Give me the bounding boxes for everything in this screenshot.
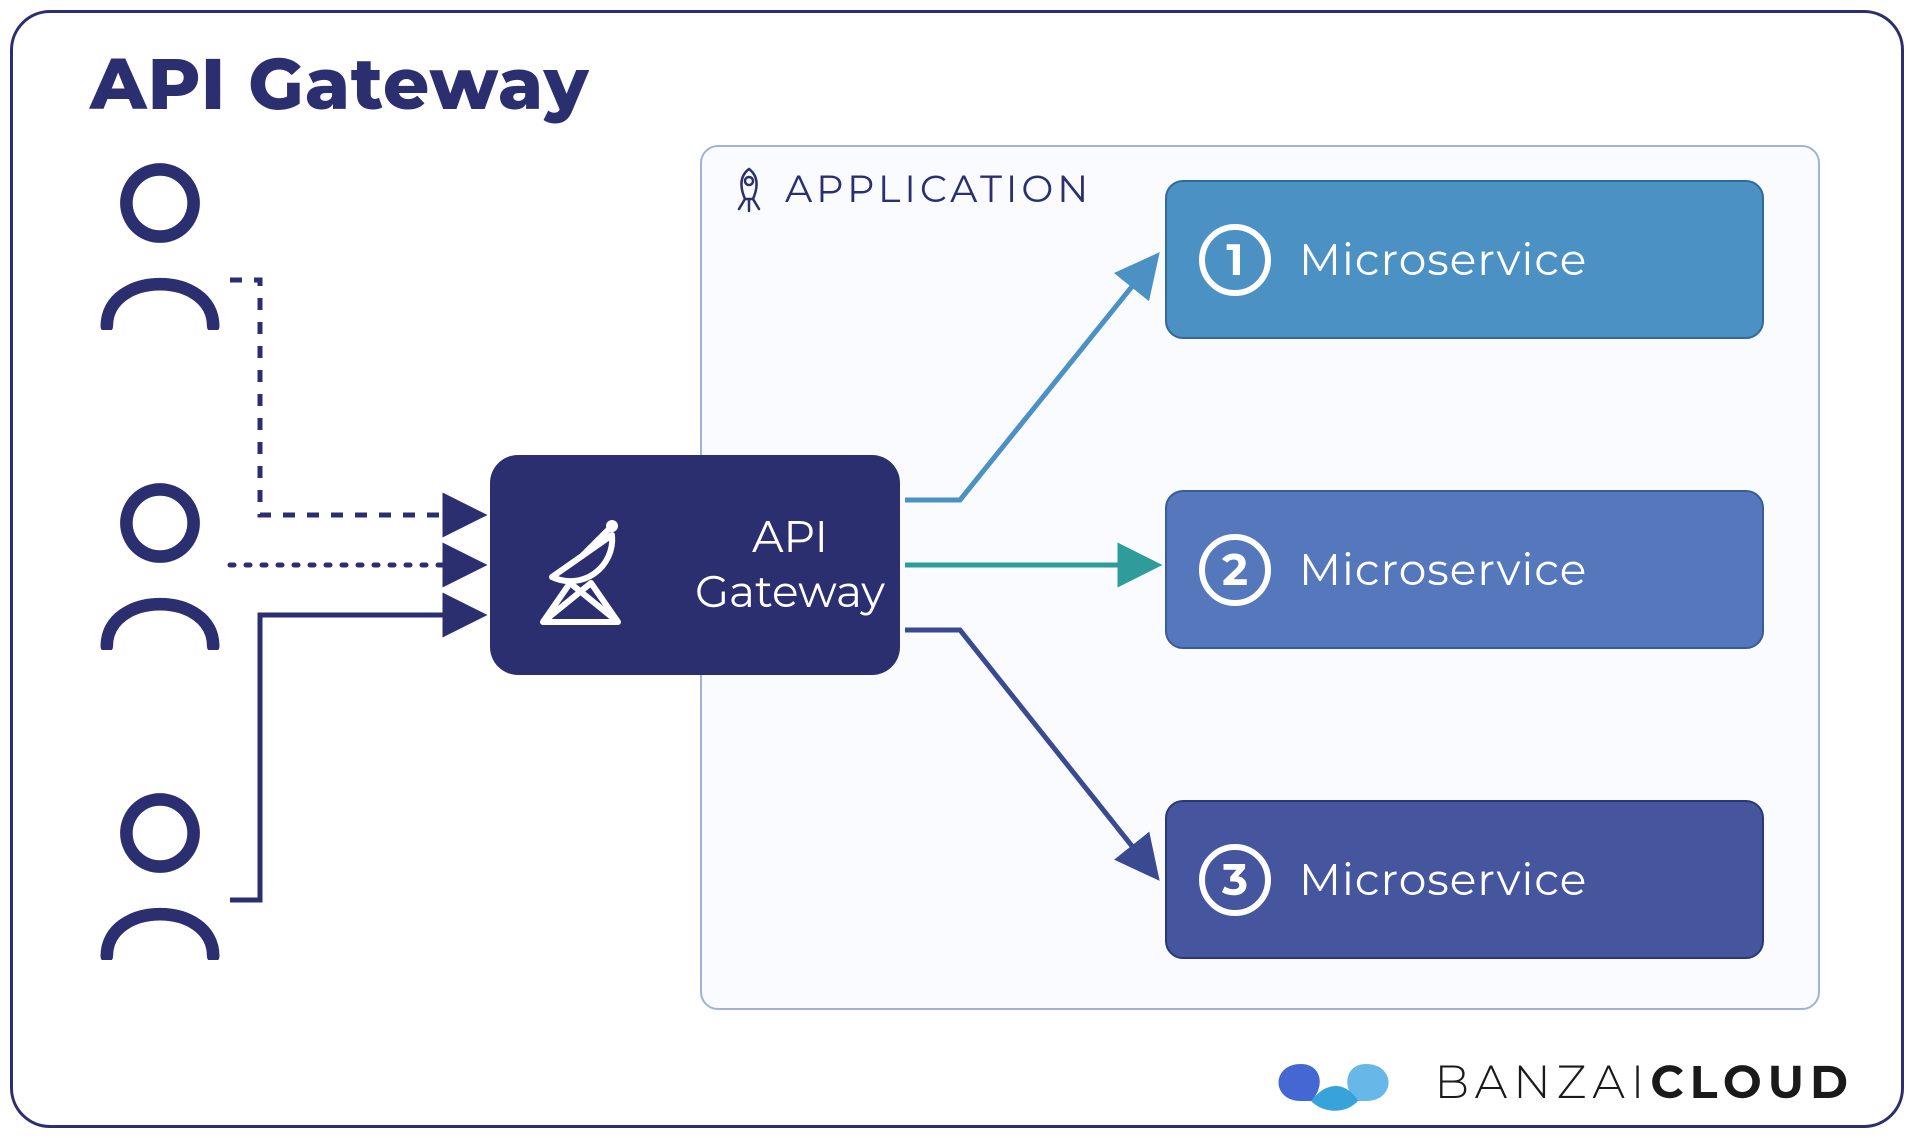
microservice-label: Microservice — [1299, 853, 1587, 907]
diagram-frame: API Gateway APPLICATION — [0, 0, 1914, 1138]
rocket-icon — [725, 165, 773, 213]
gateway-label-line2: Gateway — [695, 565, 885, 620]
microservice-node-2: 2 Microservice — [1165, 490, 1764, 649]
microservice-label: Microservice — [1299, 233, 1587, 287]
microservice-number: 1 — [1199, 224, 1271, 296]
banzaicloud-mark-icon — [1266, 1046, 1406, 1116]
microservice-number: 2 — [1199, 534, 1271, 606]
brand-part2: CLOUD — [1650, 1053, 1854, 1110]
microservice-number: 3 — [1199, 844, 1271, 916]
brand-logo: BANZAICLOUD — [1266, 1046, 1854, 1116]
brand-text: BANZAICLOUD — [1434, 1053, 1854, 1110]
user-icon-1 — [90, 160, 230, 330]
gateway-label: API Gateway — [695, 510, 885, 620]
application-label: APPLICATION — [785, 165, 1092, 212]
microservice-label: Microservice — [1299, 543, 1587, 597]
satellite-dish-icon — [510, 490, 660, 640]
user-icon-3 — [90, 790, 230, 960]
page-title: API Gateway — [90, 40, 589, 128]
user-icon-2 — [90, 480, 230, 650]
api-gateway-node: API Gateway — [490, 455, 900, 675]
gateway-label-line1: API — [695, 510, 885, 565]
brand-part1: BANZAI — [1434, 1053, 1650, 1110]
microservice-node-1: 1 Microservice — [1165, 180, 1764, 339]
microservice-node-3: 3 Microservice — [1165, 800, 1764, 959]
